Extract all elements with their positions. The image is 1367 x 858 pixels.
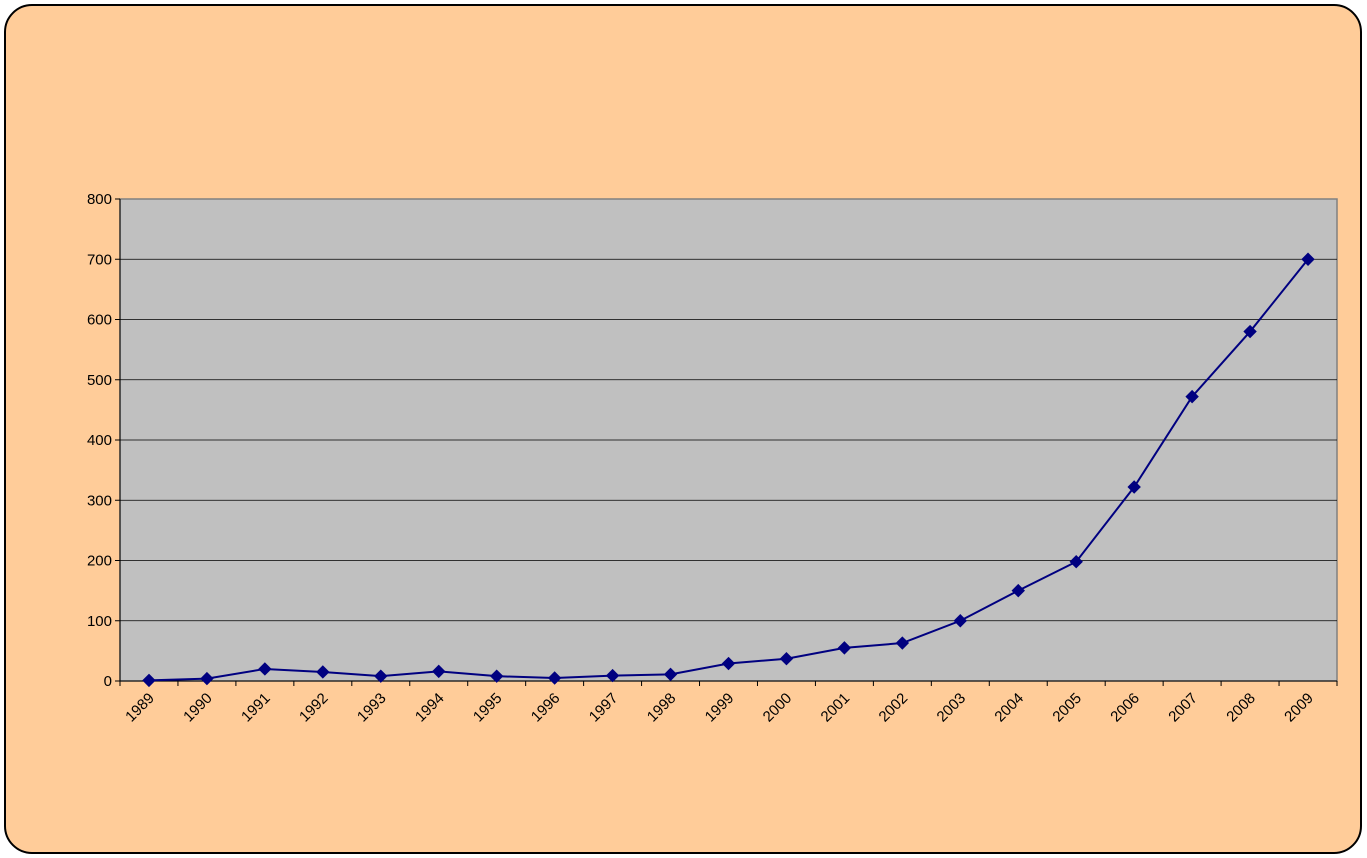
axes xyxy=(115,198,1338,686)
y-tick-label: 0 xyxy=(104,673,112,690)
x-tick-label: 2004 xyxy=(991,690,1027,726)
data-point-marker xyxy=(1011,583,1025,598)
data-point-marker xyxy=(1127,480,1141,494)
x-tick-label: 2007 xyxy=(1165,690,1201,726)
gridlines xyxy=(120,258,1337,622)
data-point-marker xyxy=(316,665,330,679)
y-tick-label: 300 xyxy=(87,492,112,509)
x-tick-label: 1998 xyxy=(644,690,680,726)
data-point-marker xyxy=(258,662,272,676)
y-tick-label: 100 xyxy=(87,613,112,630)
x-tick-label: 1993 xyxy=(354,690,390,726)
data-point-marker xyxy=(779,652,794,666)
x-tick-label: 1990 xyxy=(180,690,216,726)
x-tick-label: 2002 xyxy=(876,690,912,726)
series-markers xyxy=(142,252,1315,688)
x-tick-label: 1992 xyxy=(296,690,332,726)
x-axis-tick-labels: 1989 1990 1991 1992 1993 1994 1995 1996 1997 1998… xyxy=(122,690,1317,726)
x-tick-label: 2000 xyxy=(760,690,796,726)
data-point-marker xyxy=(837,641,852,655)
data-point-marker xyxy=(1185,389,1199,404)
x-tick-label: 2009 xyxy=(1281,690,1317,726)
data-point-marker xyxy=(1243,324,1257,339)
y-tick-label: 700 xyxy=(87,251,112,268)
chart-frame: 0 100 200 300 400 500 600 700 800 1989 1990 1991 19… xyxy=(4,4,1362,854)
data-point-marker xyxy=(721,656,736,671)
y-axis-tick-labels: 0 100 200 300 400 500 600 700 800 xyxy=(87,191,112,690)
data-point-marker xyxy=(663,667,678,682)
y-tick-label: 400 xyxy=(87,432,112,449)
y-tick-label: 200 xyxy=(87,553,112,570)
x-tick-label: 1999 xyxy=(702,690,738,726)
data-point-marker xyxy=(1069,554,1083,569)
x-tick-label: 1997 xyxy=(586,690,622,726)
data-point-marker xyxy=(432,664,446,679)
data-point-marker xyxy=(142,673,156,688)
x-tick-label: 1994 xyxy=(412,690,448,726)
data-point-marker xyxy=(374,669,388,683)
data-point-marker xyxy=(1301,252,1315,266)
data-point-marker xyxy=(547,671,562,685)
x-tick-label: 2008 xyxy=(1223,690,1259,726)
y-tick-label: 500 xyxy=(87,372,112,389)
x-tick-label: 1991 xyxy=(238,690,274,726)
data-point-marker xyxy=(489,669,504,683)
x-tick-label: 2005 xyxy=(1049,690,1085,726)
x-tick-label: 1989 xyxy=(122,690,158,726)
data-point-marker xyxy=(605,668,620,683)
x-tick-label: 2001 xyxy=(818,690,854,726)
data-point-marker xyxy=(895,636,910,650)
x-tick-label: 1996 xyxy=(528,690,564,726)
data-point-marker xyxy=(200,671,214,686)
x-tick-label: 2006 xyxy=(1107,690,1143,726)
y-tick-label: 600 xyxy=(87,312,112,329)
x-tick-label: 1995 xyxy=(470,690,506,726)
y-tick-label: 800 xyxy=(87,191,112,208)
x-tick-label: 2003 xyxy=(934,690,970,726)
data-point-marker xyxy=(953,614,968,628)
